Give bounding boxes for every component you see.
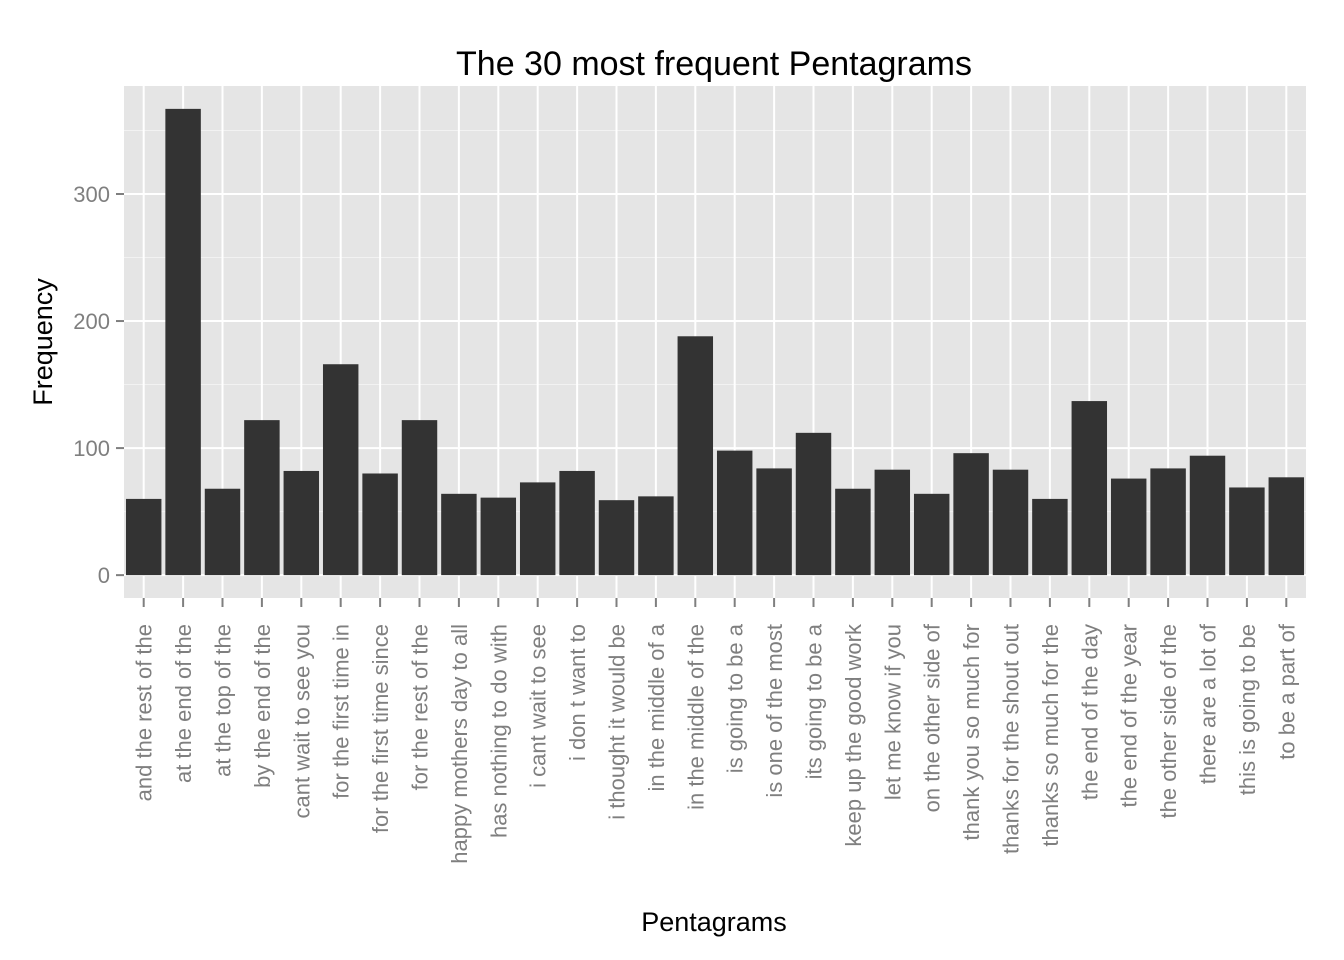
x-tick-label: thanks for the shout out xyxy=(999,624,1024,854)
bar xyxy=(401,420,438,576)
chart-title: The 30 most frequent Pentagrams xyxy=(456,45,972,83)
x-tick-label: on the other side of xyxy=(920,623,945,812)
bar xyxy=(1189,455,1226,576)
bar xyxy=(756,468,792,576)
x-tick-label: its going to be a xyxy=(802,623,827,779)
bar xyxy=(244,420,280,576)
x-tick-label: has nothing to do with xyxy=(486,624,511,838)
bar xyxy=(322,364,359,576)
bar xyxy=(992,469,1029,576)
bar xyxy=(835,488,871,576)
bar xyxy=(1032,498,1068,576)
x-tick-label: this is going to be xyxy=(1235,624,1260,795)
bar xyxy=(559,470,595,576)
bar xyxy=(1229,487,1265,576)
x-tick-label: for the first time since xyxy=(368,624,393,833)
bar xyxy=(283,470,320,576)
bar xyxy=(441,493,477,576)
bar xyxy=(677,336,714,576)
bar xyxy=(1071,401,1108,576)
bar xyxy=(874,469,911,576)
bar xyxy=(598,500,635,576)
bar xyxy=(638,496,674,576)
x-tick-label: is going to be a xyxy=(723,623,748,773)
x-tick-label: i cant wait to see xyxy=(526,624,551,788)
x-tick-label: the end of the day xyxy=(1077,624,1102,800)
x-tick-label: to be a part of xyxy=(1274,623,1299,760)
x-tick-label: happy mothers day to all xyxy=(447,624,472,864)
x-tick-label: cant wait to see you xyxy=(289,624,314,818)
bar xyxy=(1150,468,1186,576)
x-tick-label: at the end of the xyxy=(171,624,196,783)
x-axis: and the rest of the at the end of the at t… xyxy=(132,598,1299,864)
x-tick-label: thanks so much for the xyxy=(1038,624,1063,847)
bar xyxy=(1268,477,1305,576)
x-tick-label: keep up the good work xyxy=(841,623,866,847)
bar xyxy=(953,453,989,576)
x-tick-label: by the end of the xyxy=(250,624,275,788)
x-tick-label: at the top of the xyxy=(211,624,236,777)
bar xyxy=(519,482,556,576)
x-tick-label: let me know if you xyxy=(880,624,905,800)
y-tick-label: 300 xyxy=(73,182,110,207)
x-axis-title: Pentagrams xyxy=(641,907,787,937)
bar xyxy=(1110,478,1147,576)
bar xyxy=(362,473,398,576)
y-axis: 0 100 200 300 xyxy=(73,182,124,588)
plot-panel xyxy=(124,86,1306,598)
x-tick-label: the end of the year xyxy=(1117,624,1142,807)
x-tick-label: for the first time in xyxy=(329,624,354,799)
bar xyxy=(913,493,950,576)
bar xyxy=(716,450,753,576)
y-axis-title: Frequency xyxy=(28,278,58,406)
x-tick-label: the other side of the xyxy=(1156,624,1181,818)
x-tick-label: in the middle of a xyxy=(644,623,669,791)
bar xyxy=(795,432,832,576)
bar xyxy=(125,498,162,576)
x-tick-label: is one of the most xyxy=(762,624,787,798)
x-tick-label: i thought it would be xyxy=(605,624,630,820)
x-tick-label: and the rest of the xyxy=(132,624,157,801)
y-tick-label: 0 xyxy=(98,563,110,588)
x-tick-label: thank you so much for xyxy=(959,624,984,840)
y-tick-label: 200 xyxy=(73,309,110,334)
x-tick-label: i don t want to xyxy=(565,624,590,761)
bars xyxy=(125,108,1305,576)
x-tick-label: there are a lot of xyxy=(1196,623,1221,784)
y-tick-label: 100 xyxy=(73,436,110,461)
minor-gridlines xyxy=(124,129,1306,513)
bar xyxy=(480,497,517,576)
bar xyxy=(165,108,201,576)
bar xyxy=(204,488,241,576)
x-tick-label: for the rest of the xyxy=(408,624,433,790)
x-tick-label: in the middle of the xyxy=(683,624,708,810)
